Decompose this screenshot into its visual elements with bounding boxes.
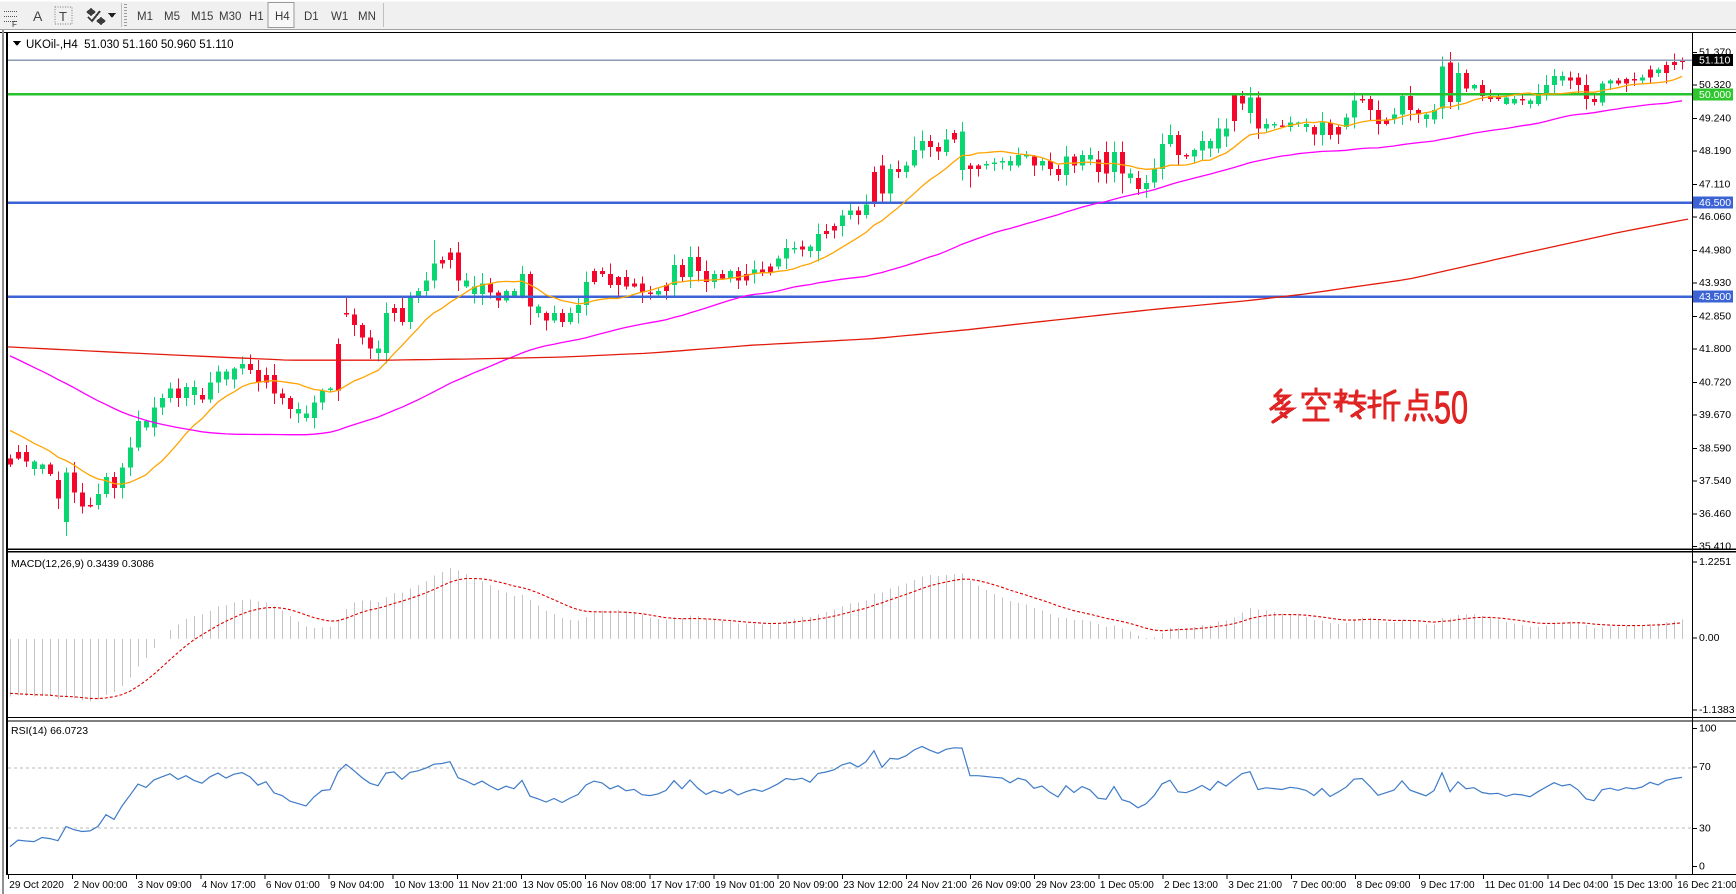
svg-text:50.320: 50.320	[1699, 79, 1731, 91]
svg-text:4 Nov 17:00: 4 Nov 17:00	[202, 880, 256, 891]
svg-text:100: 100	[1699, 723, 1717, 735]
svg-text:MN: MN	[358, 11, 376, 23]
svg-text:D1: D1	[304, 11, 319, 23]
svg-text:50: 50	[1434, 382, 1468, 433]
svg-text:29 Nov 23:00: 29 Nov 23:00	[1036, 880, 1096, 891]
svg-text:19 Nov 01:00: 19 Nov 01:00	[715, 880, 775, 891]
svg-text:40.720: 40.720	[1699, 376, 1731, 388]
svg-text:29 Oct 2020: 29 Oct 2020	[9, 880, 64, 891]
svg-text:35.410: 35.410	[1699, 541, 1731, 553]
svg-text:T: T	[59, 9, 67, 24]
svg-text:H1: H1	[249, 11, 264, 23]
svg-text:42.850: 42.850	[1699, 310, 1731, 322]
svg-text:3 Dec 21:00: 3 Dec 21:00	[1228, 880, 1282, 891]
svg-text:F: F	[12, 20, 17, 29]
svg-text:14 Dec 04:00: 14 Dec 04:00	[1549, 880, 1609, 891]
svg-text:70: 70	[1699, 761, 1711, 773]
svg-text:H4: H4	[275, 11, 290, 23]
svg-text:11 Nov 21:00: 11 Nov 21:00	[458, 880, 517, 891]
svg-text:36.460: 36.460	[1699, 508, 1731, 520]
svg-text:30: 30	[1699, 823, 1711, 835]
svg-text:A: A	[33, 8, 43, 24]
svg-text:6 Nov 01:00: 6 Nov 01:00	[266, 880, 320, 891]
svg-text:3 Nov 09:00: 3 Nov 09:00	[138, 880, 192, 891]
svg-text:37.540: 37.540	[1699, 475, 1731, 487]
svg-text:MACD(12,26,9) 0.3439 0.3086: MACD(12,26,9) 0.3439 0.3086	[11, 558, 154, 570]
svg-text:49.240: 49.240	[1699, 113, 1731, 125]
svg-text:46.060: 46.060	[1699, 211, 1731, 223]
svg-text:23 Nov 12:00: 23 Nov 12:00	[843, 880, 903, 891]
svg-text:M30: M30	[219, 11, 241, 23]
svg-text:9 Nov 04:00: 9 Nov 04:00	[330, 880, 384, 891]
svg-text:50.000: 50.000	[1699, 89, 1731, 101]
svg-text:-1.1383: -1.1383	[1699, 704, 1735, 716]
svg-text:46.500: 46.500	[1699, 197, 1731, 209]
svg-text:2 Nov 00:00: 2 Nov 00:00	[74, 880, 128, 891]
svg-text:M15: M15	[191, 11, 213, 23]
svg-text:16 Dec 21:00: 16 Dec 21:00	[1677, 880, 1736, 891]
svg-text:0.00: 0.00	[1699, 632, 1720, 644]
svg-text:1.2251: 1.2251	[1699, 556, 1731, 568]
svg-text:48.190: 48.190	[1699, 145, 1731, 157]
svg-text:16 Nov 08:00: 16 Nov 08:00	[587, 880, 647, 891]
svg-text:39.670: 39.670	[1699, 409, 1731, 421]
svg-text:M5: M5	[164, 11, 180, 23]
svg-text:43.930: 43.930	[1699, 277, 1731, 289]
svg-text:24 Nov 21:00: 24 Nov 21:00	[907, 880, 967, 891]
svg-text:0: 0	[1699, 861, 1705, 873]
svg-text:UKOil-,H4 51.030 51.160 50.96: UKOil-,H4 51.030 51.160 50.960 51.110	[26, 39, 234, 51]
svg-text:W1: W1	[331, 11, 348, 23]
svg-text:26 Nov 09:00: 26 Nov 09:00	[972, 880, 1032, 891]
svg-text:43.500: 43.500	[1699, 291, 1731, 303]
svg-text:20 Nov 09:00: 20 Nov 09:00	[779, 880, 839, 891]
svg-text:10 Nov 13:00: 10 Nov 13:00	[394, 880, 454, 891]
svg-text:44.980: 44.980	[1699, 244, 1731, 256]
svg-text:15 Dec 13:00: 15 Dec 13:00	[1613, 880, 1673, 891]
svg-text:47.110: 47.110	[1699, 179, 1730, 191]
svg-text:11 Dec 01:00: 11 Dec 01:00	[1485, 880, 1544, 891]
svg-text:9 Dec 17:00: 9 Dec 17:00	[1421, 880, 1475, 891]
svg-text:7 Dec 00:00: 7 Dec 00:00	[1292, 880, 1346, 891]
svg-text:38.590: 38.590	[1699, 442, 1731, 454]
svg-text:17 Nov 17:00: 17 Nov 17:00	[651, 880, 711, 891]
svg-text:41.800: 41.800	[1699, 343, 1731, 355]
svg-text:M1: M1	[137, 11, 153, 23]
svg-text:2 Dec 13:00: 2 Dec 13:00	[1164, 880, 1218, 891]
svg-text:RSI(14) 66.0723: RSI(14) 66.0723	[11, 725, 88, 737]
svg-text:8 Dec 09:00: 8 Dec 09:00	[1357, 880, 1411, 891]
svg-text:51.110: 51.110	[1699, 55, 1730, 67]
svg-text:1 Dec 05:00: 1 Dec 05:00	[1100, 880, 1154, 891]
svg-text:13 Nov 05:00: 13 Nov 05:00	[523, 880, 583, 891]
